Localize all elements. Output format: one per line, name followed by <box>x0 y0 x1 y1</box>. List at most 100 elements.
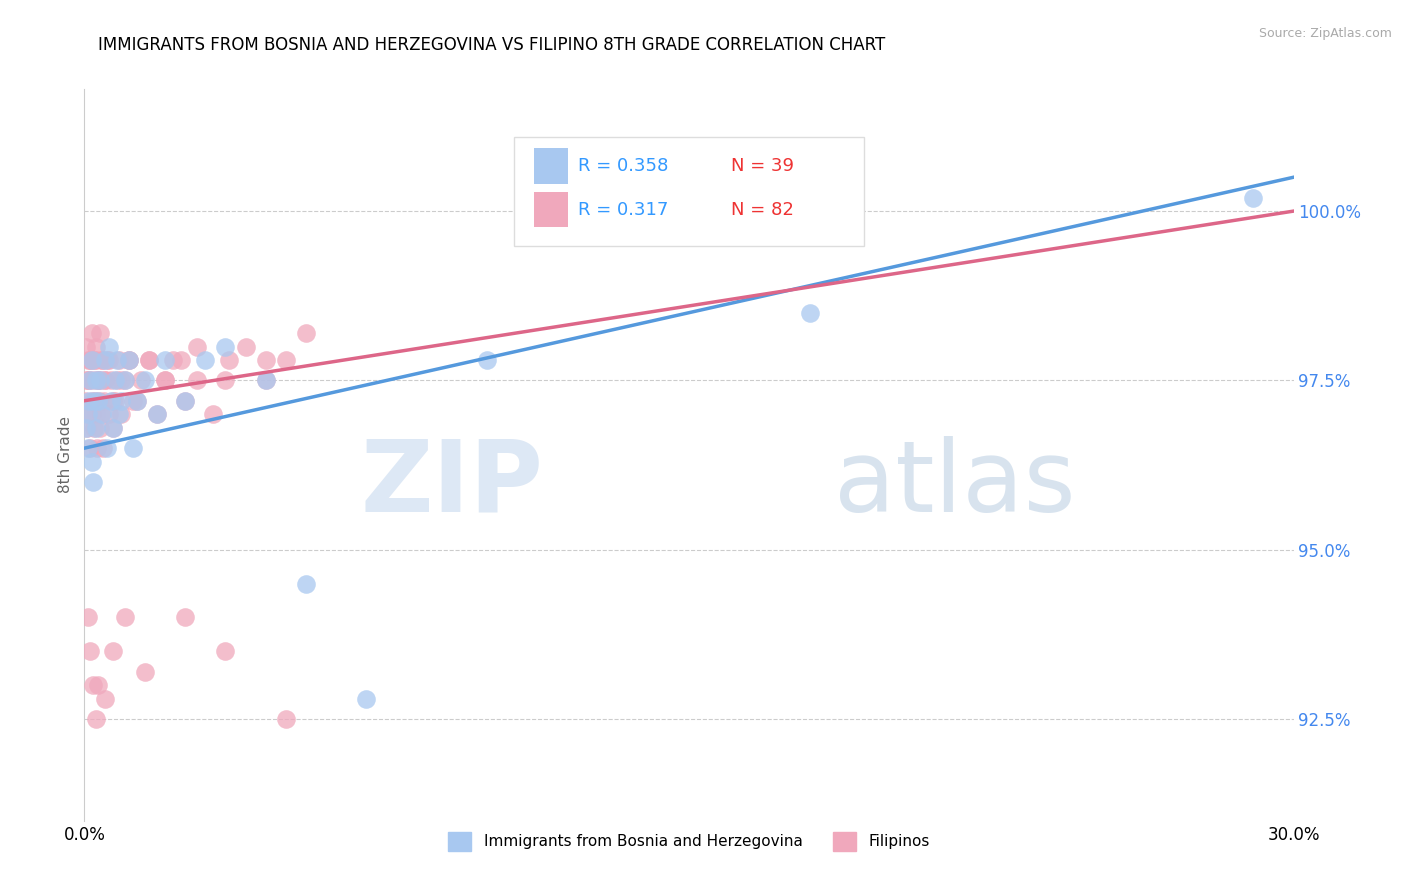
Point <box>82 407 104 421</box>
Point <box>86 340 108 354</box>
Point <box>138 353 160 368</box>
Point <box>104 393 127 408</box>
Point <box>96 441 118 455</box>
Point <box>101 421 124 435</box>
Point <box>146 407 169 421</box>
Point <box>114 373 136 387</box>
Point <box>76 610 98 624</box>
Point <box>107 353 129 368</box>
Point <box>91 407 114 421</box>
Point <box>86 441 108 455</box>
Point <box>91 353 114 368</box>
Point <box>97 353 120 368</box>
Point <box>235 340 257 354</box>
Point <box>75 421 97 435</box>
Point <box>104 373 127 387</box>
Point <box>79 373 101 387</box>
Point <box>82 475 104 489</box>
Point <box>114 610 136 624</box>
Point <box>356 691 378 706</box>
Point <box>77 393 100 408</box>
Point <box>118 353 141 368</box>
Point <box>186 373 208 387</box>
Point <box>121 393 143 408</box>
Point <box>75 340 97 354</box>
Point <box>153 373 176 387</box>
Point <box>202 407 225 421</box>
Text: IMMIGRANTS FROM BOSNIA AND HERZEGOVINA VS FILIPINO 8TH GRADE CORRELATION CHART: IMMIGRANTS FROM BOSNIA AND HERZEGOVINA V… <box>98 36 886 54</box>
Point <box>174 610 197 624</box>
Point <box>134 665 156 679</box>
Text: atlas: atlas <box>834 435 1076 533</box>
Point <box>218 353 240 368</box>
Point <box>89 373 111 387</box>
Point <box>91 441 114 455</box>
Point <box>97 407 120 421</box>
Point <box>86 407 108 421</box>
Point <box>77 407 100 421</box>
Point <box>91 353 114 368</box>
Point <box>174 393 197 408</box>
Text: ZIP: ZIP <box>361 435 544 533</box>
Point <box>254 373 277 387</box>
Point <box>77 441 100 455</box>
FancyBboxPatch shape <box>534 148 568 184</box>
Point <box>114 373 136 387</box>
Point <box>170 353 193 368</box>
Text: N = 39: N = 39 <box>731 157 794 175</box>
Point <box>89 421 111 435</box>
Point <box>105 353 128 368</box>
Point <box>93 691 115 706</box>
Point <box>134 373 156 387</box>
Point <box>100 373 122 387</box>
Point <box>110 393 132 408</box>
Point <box>138 353 160 368</box>
Point <box>214 644 236 658</box>
Point <box>89 373 111 387</box>
Point <box>93 353 115 368</box>
Point <box>82 678 104 692</box>
Point <box>1241 190 1264 204</box>
Point <box>153 373 176 387</box>
Point <box>254 353 277 368</box>
Text: Source: ZipAtlas.com: Source: ZipAtlas.com <box>1258 27 1392 40</box>
Point <box>118 353 141 368</box>
Point <box>799 306 821 320</box>
Point <box>79 644 101 658</box>
Point <box>125 393 148 408</box>
Point <box>194 353 217 368</box>
Point <box>97 340 120 354</box>
Point <box>82 353 104 368</box>
Point <box>186 340 208 354</box>
Point <box>89 326 111 340</box>
Point <box>162 353 184 368</box>
Point <box>80 353 103 368</box>
Y-axis label: 8th Grade: 8th Grade <box>58 417 73 493</box>
Point <box>101 644 124 658</box>
Point <box>82 326 104 340</box>
Point <box>100 393 122 408</box>
Point <box>83 393 105 408</box>
Point <box>93 373 115 387</box>
Point <box>80 393 103 408</box>
Point <box>101 421 124 435</box>
Point <box>76 421 98 435</box>
Point <box>477 353 499 368</box>
Point <box>129 373 152 387</box>
Point <box>76 407 98 421</box>
Point <box>93 393 115 408</box>
Point <box>80 455 103 469</box>
Point <box>87 678 110 692</box>
Point <box>125 393 148 408</box>
Point <box>107 407 129 421</box>
Point <box>87 373 110 387</box>
Point <box>214 373 236 387</box>
Point <box>101 393 124 408</box>
Point <box>274 353 297 368</box>
Point <box>110 373 132 387</box>
Point <box>83 393 105 408</box>
Point <box>87 393 110 408</box>
Legend: Immigrants from Bosnia and Herzegovina, Filipinos: Immigrants from Bosnia and Herzegovina, … <box>443 826 935 857</box>
Point <box>96 353 118 368</box>
Text: R = 0.358: R = 0.358 <box>578 157 668 175</box>
